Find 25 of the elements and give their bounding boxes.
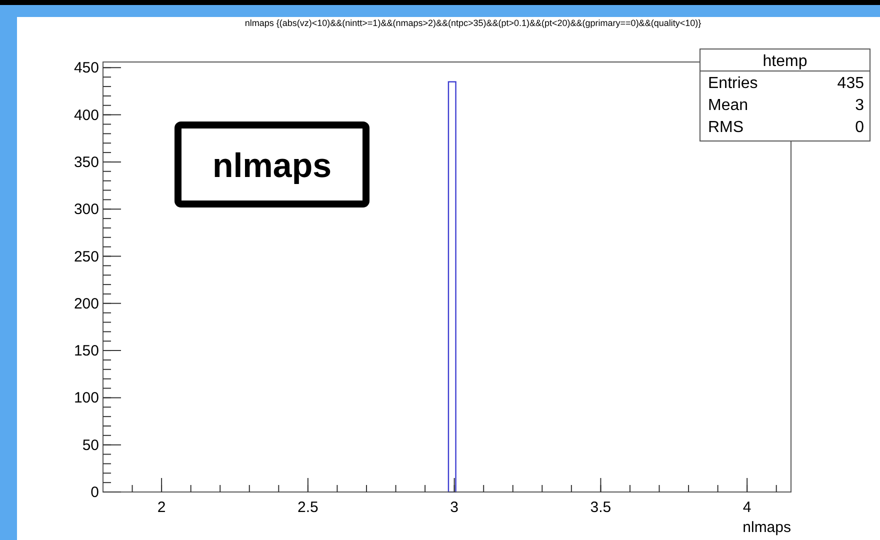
x-tick-label: 2.5 — [298, 499, 318, 516]
text: 3 — [855, 97, 864, 114]
y-tick-label: 100 — [74, 390, 99, 407]
y-tick-label: 300 — [74, 201, 99, 218]
y-tick-label: 350 — [74, 154, 99, 171]
annotation: htemp — [762, 53, 808, 70]
y-tick-label: 50 — [82, 436, 99, 454]
x-tick-label: 3.5 — [590, 499, 612, 516]
annotation: nlmaps — [212, 147, 332, 185]
y-tick-label: 200 — [74, 295, 99, 312]
annotation: RMS — [708, 119, 744, 136]
y-tick-label: 0 — [90, 484, 99, 501]
y-tick-label: 400 — [74, 106, 99, 124]
chart-title: nlmaps {(abs(vz)<10)&&(nintt>=1)&&(nmaps>2)&&(ntpc>35)&&(pt>0.1)&&(pt<20)&&(gprimary==0)&&(quality<10)} — [244, 18, 702, 28]
annotation: Mean — [708, 97, 748, 114]
x-tick-label: 3 — [450, 499, 458, 516]
y-tick-label: 150 — [74, 342, 99, 360]
annotation: Entries — [708, 75, 758, 92]
text: 0 — [855, 119, 864, 136]
text: 435 — [837, 75, 864, 92]
y-tick-label: 450 — [74, 60, 99, 77]
x-tick-label: 4 — [742, 499, 752, 516]
x-tick-label: 2 — [157, 499, 166, 516]
x-axis-title: nlmaps — [742, 519, 791, 536]
y-tick-label: 250 — [74, 248, 99, 266]
